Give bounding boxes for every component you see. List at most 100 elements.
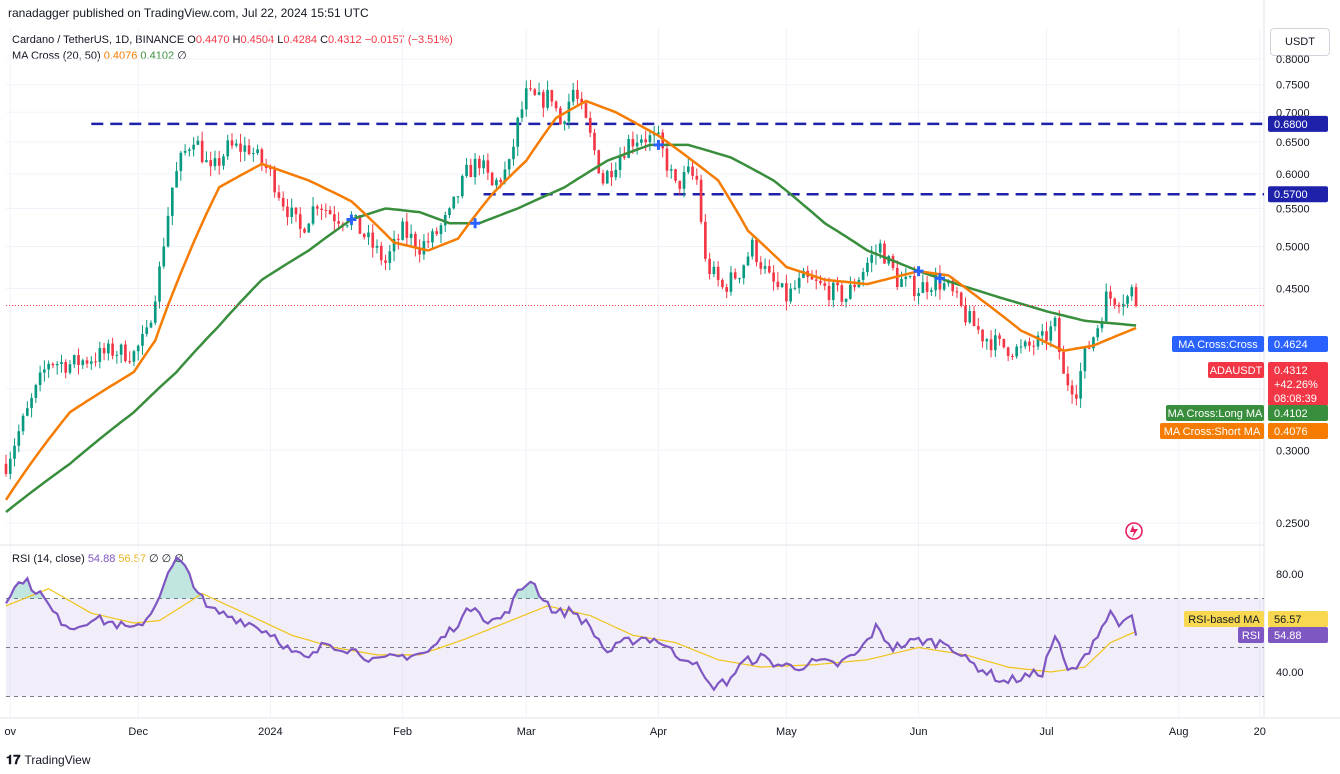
- price-tag: 0.4076 MA Cross:Short MA: [1160, 423, 1328, 439]
- candle-body: [311, 206, 315, 224]
- candle-body: [8, 458, 12, 474]
- candle-body: [998, 335, 1001, 339]
- candle-body: [780, 283, 784, 287]
- candle-body: [691, 166, 694, 176]
- candle-body: [170, 187, 174, 216]
- candle-body: [456, 196, 460, 198]
- candle-body: [776, 281, 780, 287]
- candle-body: [1036, 335, 1040, 347]
- candle-body: [550, 90, 554, 102]
- candle-body: [465, 164, 468, 177]
- candle-body: [354, 215, 358, 217]
- candle-body: [661, 132, 665, 149]
- rsi-value: 54.88: [87, 553, 116, 565]
- candle-body: [772, 272, 775, 282]
- ma-short-line: [4, 99, 1137, 501]
- horizontal-levels: [91, 122, 1264, 196]
- candle-body: [469, 164, 473, 178]
- price-tag-name-box: [1184, 611, 1264, 627]
- candle-body: [85, 360, 89, 364]
- candle-body: [1015, 346, 1018, 357]
- symbol-name[interactable]: Cardano / TetherUS, 1D, BINANCE: [12, 34, 185, 46]
- candle-body: [768, 266, 771, 273]
- candle-body: [1087, 347, 1091, 349]
- candle-body: [853, 284, 856, 288]
- candle-body: [68, 364, 72, 373]
- candle-body: [188, 149, 191, 151]
- candle-body: [597, 150, 601, 174]
- price-tag-box: [1268, 423, 1328, 439]
- candle-body: [1130, 287, 1134, 297]
- candle-body: [861, 272, 865, 280]
- candle-body: [77, 355, 80, 366]
- candle-body: [153, 301, 157, 323]
- candle-body: [38, 372, 42, 385]
- rsi-band: [6, 598, 1264, 697]
- candle-body: [1134, 287, 1138, 306]
- price-tag: 0.6800: [1268, 115, 1328, 132]
- candle-body: [320, 208, 323, 211]
- candle-body: [840, 285, 844, 302]
- rsi-label[interactable]: RSI (14, close): [12, 553, 85, 565]
- candle-body: [107, 343, 110, 354]
- price-tag-name: RSI-based MA: [1188, 614, 1260, 626]
- candle-body: [699, 179, 703, 222]
- candle-body: [448, 208, 451, 215]
- candle-body: [234, 143, 238, 146]
- price-tags: 0.4624 MA Cross:Cross 0.4312 +42.26% 08:08:3…: [1160, 115, 1328, 643]
- candle-body: [1070, 385, 1074, 395]
- candle-body: [541, 92, 545, 108]
- rsi-tick-label: 40.00: [1276, 667, 1304, 679]
- candle-body: [243, 145, 247, 152]
- tradingview-logo[interactable]: 𝟏𝟕 TradingView: [6, 752, 91, 768]
- price-tag-name: MA Cross:Short MA: [1164, 426, 1261, 438]
- candle-body: [721, 279, 724, 288]
- candle-body: [94, 361, 97, 363]
- candle-body: [516, 117, 520, 147]
- candle-body: [729, 272, 733, 292]
- ohlc-open-label: O: [187, 34, 196, 46]
- candle-body: [1092, 337, 1095, 349]
- candle-body: [158, 266, 161, 302]
- candle-body: [371, 232, 375, 248]
- candle-body: [520, 109, 524, 118]
- candle-body: [362, 233, 366, 238]
- candle-body: [635, 142, 639, 147]
- ohlc-change: −0.0157 (−3.51%): [364, 34, 453, 46]
- candle-body: [972, 311, 976, 327]
- candle-body: [529, 88, 532, 90]
- price-tick-label: 0.5000: [1276, 241, 1310, 253]
- price-tick-label: 0.2500: [1276, 518, 1310, 530]
- candle-body: [1075, 394, 1078, 399]
- time-tick-label: ov: [4, 726, 16, 738]
- price-tick-label: 0.6000: [1276, 169, 1310, 181]
- price-tag-box: [1268, 115, 1328, 132]
- candle-body: [124, 344, 127, 362]
- candle-body: [985, 339, 989, 342]
- candle-body: [439, 225, 443, 235]
- price-tag-name: RSI: [1242, 630, 1260, 642]
- candle-body: [819, 280, 822, 284]
- candle-body: [47, 363, 50, 370]
- candle-body: [584, 103, 588, 118]
- replay-bolt: [1130, 525, 1138, 538]
- candle-body: [618, 156, 622, 170]
- ohlc-high-value: 0.4504: [240, 34, 275, 46]
- candle-body: [162, 246, 166, 267]
- time-tick-label: Apr: [650, 726, 667, 738]
- tradingview-mark-icon: 𝟏𝟕: [6, 752, 21, 767]
- price-tag-value: 0.4624: [1274, 339, 1308, 351]
- candle-body: [849, 284, 852, 299]
- candle-body: [524, 88, 528, 110]
- currency-button[interactable]: USDT: [1270, 28, 1330, 56]
- candle-body: [964, 305, 967, 323]
- time-tick-label: 20: [1254, 726, 1266, 738]
- candle-body: [333, 214, 336, 222]
- candle-body: [286, 206, 289, 218]
- price-tag-countdown: 08:08:39: [1274, 393, 1317, 405]
- candle-body: [222, 156, 225, 166]
- price-tag-change: +42.26%: [1274, 379, 1318, 391]
- ohlc-close-value: 0.4312: [328, 34, 362, 46]
- candle-body: [640, 139, 643, 143]
